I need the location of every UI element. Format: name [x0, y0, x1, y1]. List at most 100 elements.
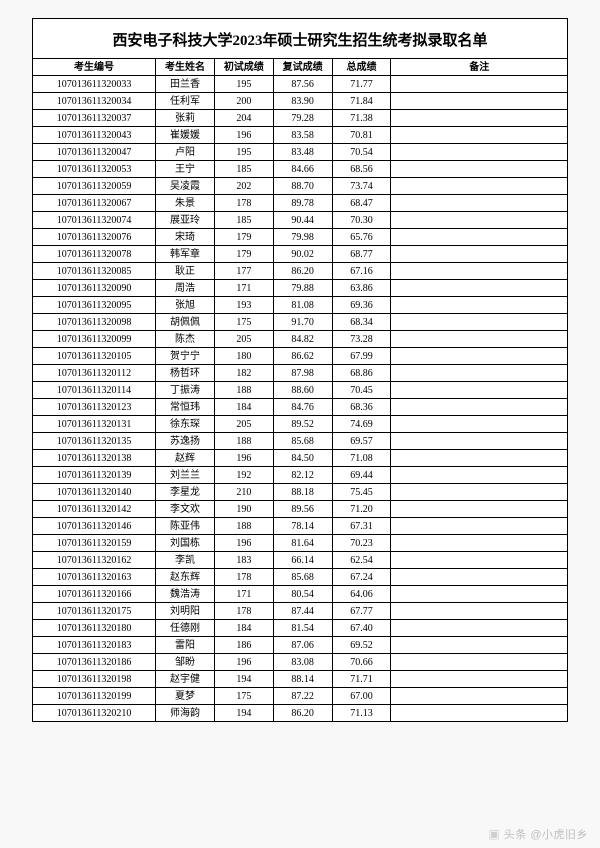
- cell: 86.20: [273, 263, 332, 280]
- cell: 李凯: [156, 552, 215, 569]
- cell: 107013611320199: [33, 688, 156, 705]
- cell: 107013611320140: [33, 484, 156, 501]
- cell: 85.68: [273, 433, 332, 450]
- table-row: 107013611320183雷阳18687.0669.52: [33, 637, 568, 654]
- cell: 73.28: [332, 331, 391, 348]
- cell: 107013611320135: [33, 433, 156, 450]
- cell: 84.66: [273, 161, 332, 178]
- cell: 89.78: [273, 195, 332, 212]
- cell: 107013611320198: [33, 671, 156, 688]
- watermark: ▣ 头条 @小虎旧乡: [488, 826, 588, 842]
- cell: 丁振涛: [156, 382, 215, 399]
- table-row: 107013611320074展亚玲18590.4470.30: [33, 212, 568, 229]
- cell: 86.62: [273, 348, 332, 365]
- cell: 107013611320123: [33, 399, 156, 416]
- cell: 周浩: [156, 280, 215, 297]
- cell: 83.48: [273, 144, 332, 161]
- cell: [391, 110, 568, 127]
- cell: 70.81: [332, 127, 391, 144]
- cell: 66.14: [273, 552, 332, 569]
- cell: 70.45: [332, 382, 391, 399]
- cell: 71.08: [332, 450, 391, 467]
- cell: 68.56: [332, 161, 391, 178]
- cell: 107013611320037: [33, 110, 156, 127]
- table-row: 107013611320047卢阳19583.4870.54: [33, 144, 568, 161]
- cell: 184: [214, 399, 273, 416]
- cell: 84.76: [273, 399, 332, 416]
- cell: 赵东辉: [156, 569, 215, 586]
- cell: 85.68: [273, 569, 332, 586]
- cell: 175: [214, 688, 273, 705]
- cell: 81.54: [273, 620, 332, 637]
- cell: [391, 620, 568, 637]
- cell: 171: [214, 280, 273, 297]
- cell: 84.50: [273, 450, 332, 467]
- cell: 胡佩佩: [156, 314, 215, 331]
- table-row: 107013611320140李星龙21088.1875.45: [33, 484, 568, 501]
- cell: 107013611320183: [33, 637, 156, 654]
- cell: 182: [214, 365, 273, 382]
- cell: 188: [214, 518, 273, 535]
- cell: 107013611320085: [33, 263, 156, 280]
- cell: 68.77: [332, 246, 391, 263]
- cell: 89.56: [273, 501, 332, 518]
- cell: 80.54: [273, 586, 332, 603]
- cell: 82.12: [273, 467, 332, 484]
- cell: 202: [214, 178, 273, 195]
- cell: [391, 705, 568, 722]
- table-row: 107013611320135苏逸扬18885.6869.57: [33, 433, 568, 450]
- cell: [391, 569, 568, 586]
- cell: 81.64: [273, 535, 332, 552]
- cell: 83.90: [273, 93, 332, 110]
- cell: 68.47: [332, 195, 391, 212]
- cell: [391, 263, 568, 280]
- cell: 刘明阳: [156, 603, 215, 620]
- table-row: 107013611320186邹盼19683.0870.66: [33, 654, 568, 671]
- cell: [391, 603, 568, 620]
- table-row: 107013611320095张旭19381.0869.36: [33, 297, 568, 314]
- cell: 70.66: [332, 654, 391, 671]
- cell: [391, 348, 568, 365]
- cell: 91.70: [273, 314, 332, 331]
- cell: 205: [214, 331, 273, 348]
- cell: 107013611320034: [33, 93, 156, 110]
- cell: [391, 382, 568, 399]
- cell: [391, 535, 568, 552]
- cell: 179: [214, 246, 273, 263]
- cell: 107013611320131: [33, 416, 156, 433]
- cell: [391, 586, 568, 603]
- cell: [391, 671, 568, 688]
- cell: 107013611320099: [33, 331, 156, 348]
- table-row: 107013611320105贺宁宁18086.6267.99: [33, 348, 568, 365]
- cell: 185: [214, 212, 273, 229]
- cell: 86.20: [273, 705, 332, 722]
- cell: [391, 280, 568, 297]
- cell: 178: [214, 195, 273, 212]
- cell: 宋琦: [156, 229, 215, 246]
- cell: 107013611320166: [33, 586, 156, 603]
- cell: 崔媛媛: [156, 127, 215, 144]
- cell: 魏浩涛: [156, 586, 215, 603]
- table-row: 107013611320112杨哲环18287.9868.86: [33, 365, 568, 382]
- cell: 87.22: [273, 688, 332, 705]
- table-row: 107013611320159刘国栋19681.6470.23: [33, 535, 568, 552]
- headline-icon: ▣: [488, 827, 500, 841]
- cell: 71.71: [332, 671, 391, 688]
- cell: 70.23: [332, 535, 391, 552]
- table-row: 107013611320146陈亚伟18878.1467.31: [33, 518, 568, 535]
- table-row: 107013611320199夏梦17587.2267.00: [33, 688, 568, 705]
- cell: 杨哲环: [156, 365, 215, 382]
- cell: 苏逸扬: [156, 433, 215, 450]
- table-row: 107013611320034任利军20083.9071.84: [33, 93, 568, 110]
- cell: [391, 552, 568, 569]
- cell: 87.44: [273, 603, 332, 620]
- cell: 107013611320076: [33, 229, 156, 246]
- cell: [391, 161, 568, 178]
- cell: 188: [214, 433, 273, 450]
- cell: 李星龙: [156, 484, 215, 501]
- col-note: 备注: [391, 59, 568, 76]
- cell: 78.14: [273, 518, 332, 535]
- cell: 192: [214, 467, 273, 484]
- cell: 107013611320159: [33, 535, 156, 552]
- cell: 68.34: [332, 314, 391, 331]
